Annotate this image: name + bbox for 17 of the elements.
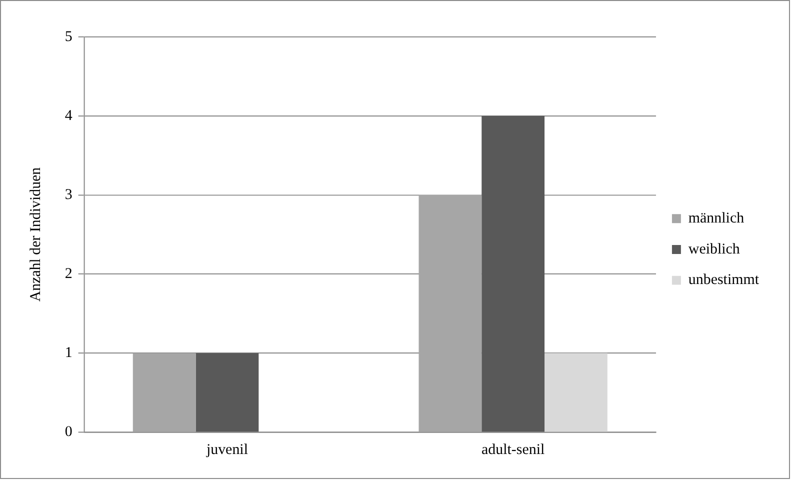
y-tick-label: 0 (64, 424, 72, 440)
y-tick-label: 5 (64, 28, 72, 45)
x-tick-label: adult-senil (482, 442, 545, 458)
y-tick-label: 3 (64, 186, 72, 203)
legend-label: unbestimmt (688, 272, 760, 288)
legend-label: männlich (688, 210, 745, 227)
legend-label: weiblich (688, 241, 740, 258)
bar (132, 353, 196, 432)
y-tick-label: 4 (64, 108, 73, 124)
x-tick-label: juvenil (205, 442, 248, 458)
bar (418, 194, 482, 432)
y-axis-title: Anzahl der Individuen (28, 166, 44, 302)
bar (544, 353, 608, 432)
y-tick-label: 1 (64, 345, 72, 362)
y-tick-label: 2 (64, 266, 72, 282)
bar (482, 116, 545, 432)
bar (196, 353, 259, 432)
